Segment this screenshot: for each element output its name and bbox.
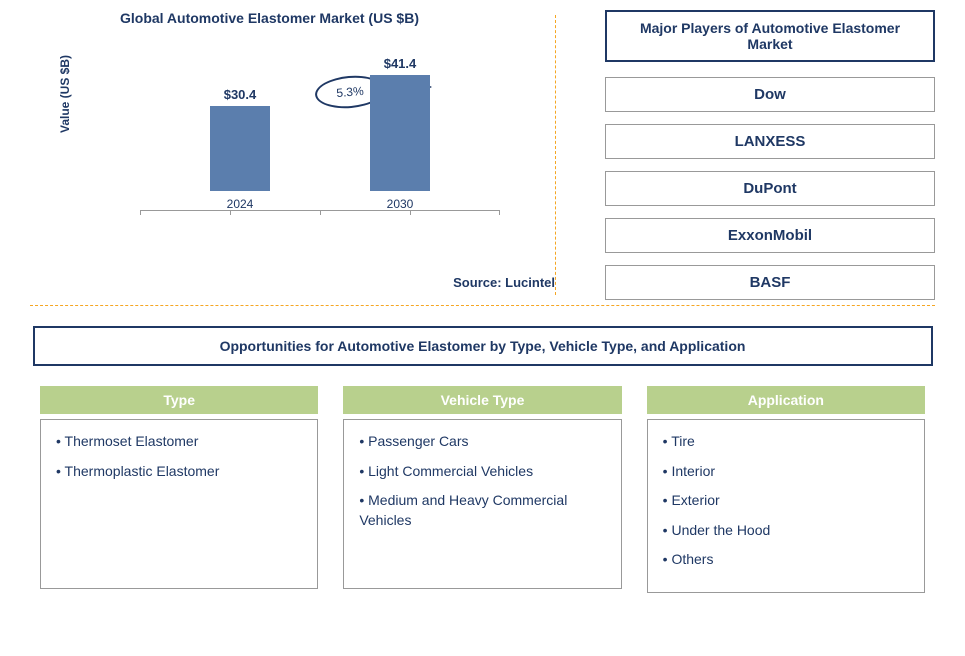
category-column: Vehicle Type Passenger Cars Light Commerc… — [343, 386, 621, 593]
player-box: LANXESS — [605, 124, 935, 159]
bar — [370, 75, 430, 191]
opportunities-title: Opportunities for Automotive Elastomer b… — [33, 326, 933, 366]
bar-value: $30.4 — [224, 87, 257, 102]
category-body: Tire Interior Exterior Under the Hood Others — [647, 419, 925, 593]
category-item: Interior — [663, 462, 909, 482]
category-item: Passenger Cars — [359, 432, 605, 452]
player-box: ExxonMobil — [605, 218, 935, 253]
chart-area: Value (US $B) 5.3% — [120, 41, 520, 241]
category-header: Type — [40, 386, 318, 414]
bar — [210, 106, 270, 191]
category-body: Thermoset Elastomer Thermoplastic Elastom… — [40, 419, 318, 589]
horizontal-divider — [30, 305, 935, 306]
bar-label: 2030 — [387, 197, 414, 211]
source-text: Source: Lucintel — [453, 275, 555, 290]
category-column: Application Tire Interior Exterior Under th… — [647, 386, 925, 593]
bars-container: $30.4 2024 $41.4 2030 — [160, 71, 480, 211]
bar-group: $41.4 2030 — [360, 56, 440, 211]
category-item: Tire — [663, 432, 909, 452]
bar-label: 2024 — [227, 197, 254, 211]
category-item: Light Commercial Vehicles — [359, 462, 605, 482]
category-body: Passenger Cars Light Commercial Vehicles M… — [343, 419, 621, 589]
bar-group: $30.4 2024 — [200, 87, 280, 211]
player-box: BASF — [605, 265, 935, 300]
chart-title: Global Automotive Elastomer Market (US $… — [120, 10, 565, 26]
categories-container: Type Thermoset Elastomer Thermoplastic El… — [30, 386, 935, 593]
category-header: Application — [647, 386, 925, 414]
vertical-divider — [555, 15, 556, 295]
players-section: Major Players of Automotive Elastomer Ma… — [585, 10, 935, 300]
category-item: Medium and Heavy Commercial Vehicles — [359, 491, 605, 530]
category-item: Exterior — [663, 491, 909, 511]
player-box: DuPont — [605, 171, 935, 206]
category-item: Thermoset Elastomer — [56, 432, 302, 452]
category-item: Under the Hood — [663, 521, 909, 541]
player-box: Dow — [605, 77, 935, 112]
category-column: Type Thermoset Elastomer Thermoplastic El… — [40, 386, 318, 593]
category-header: Vehicle Type — [343, 386, 621, 414]
category-item: Thermoplastic Elastomer — [56, 462, 302, 482]
infographic-container: Global Automotive Elastomer Market (US $… — [0, 0, 965, 656]
chart-section: Global Automotive Elastomer Market (US $… — [30, 10, 585, 300]
category-item: Others — [663, 550, 909, 570]
y-axis-label: Value (US $B) — [58, 55, 72, 133]
players-title: Major Players of Automotive Elastomer Ma… — [605, 10, 935, 62]
players-list: Dow LANXESS DuPont ExxonMobil BASF — [605, 77, 935, 300]
bar-value: $41.4 — [384, 56, 417, 71]
top-section: Global Automotive Elastomer Market (US $… — [30, 10, 935, 300]
